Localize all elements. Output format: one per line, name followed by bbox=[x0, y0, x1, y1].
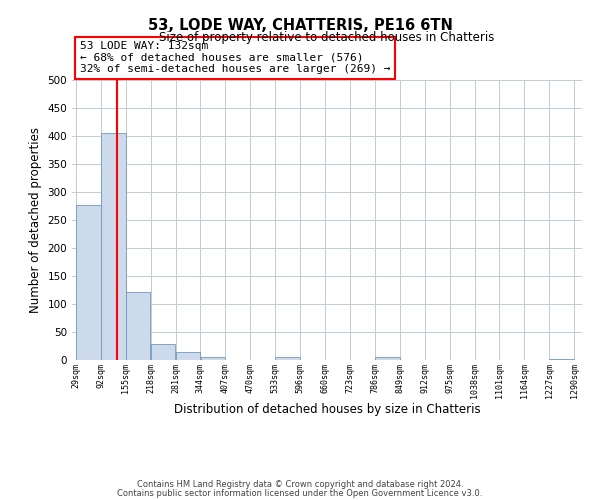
Bar bbox=[176, 352, 200, 360]
Bar bbox=[151, 344, 175, 360]
Bar bbox=[275, 357, 300, 360]
Title: Size of property relative to detached houses in Chatteris: Size of property relative to detached ho… bbox=[160, 31, 494, 44]
Y-axis label: Number of detached properties: Number of detached properties bbox=[29, 127, 42, 313]
X-axis label: Distribution of detached houses by size in Chatteris: Distribution of detached houses by size … bbox=[173, 404, 481, 416]
Bar bbox=[375, 357, 400, 360]
Bar bbox=[200, 357, 225, 360]
Text: 53 LODE WAY: 132sqm
← 68% of detached houses are smaller (576)
32% of semi-detac: 53 LODE WAY: 132sqm ← 68% of detached ho… bbox=[80, 41, 390, 74]
Text: 53, LODE WAY, CHATTERIS, PE16 6TN: 53, LODE WAY, CHATTERIS, PE16 6TN bbox=[148, 18, 452, 32]
Bar bbox=[550, 359, 574, 360]
Text: Contains HM Land Registry data © Crown copyright and database right 2024.: Contains HM Land Registry data © Crown c… bbox=[137, 480, 463, 489]
Bar bbox=[76, 206, 101, 360]
Bar bbox=[101, 133, 125, 360]
Text: Contains public sector information licensed under the Open Government Licence v3: Contains public sector information licen… bbox=[118, 488, 482, 498]
Bar bbox=[126, 292, 151, 360]
